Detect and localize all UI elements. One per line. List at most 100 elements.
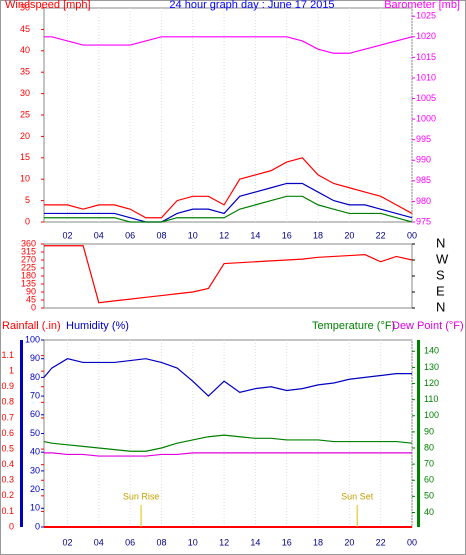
y-tick-label: 90 (30, 353, 40, 363)
y-tick-label: 0.7 (1, 412, 14, 422)
y-tick-label: 975 (416, 216, 431, 226)
y-tick-label: N (436, 299, 445, 314)
y-tick-label: 0 (31, 302, 36, 312)
y-tick-label: 0.4 (1, 459, 14, 469)
y-tick-label: 45 (26, 294, 36, 304)
y-tick-label: 1000 (416, 113, 436, 123)
y-tick-label: 980 (416, 196, 431, 206)
y-tick-label: 50 (424, 491, 434, 501)
temperature-axis-bar (417, 340, 420, 527)
x-tick-label: 20 (344, 537, 354, 547)
y-tick-label: 70 (30, 390, 40, 400)
y-axis-label: Windspeed [mph] (5, 0, 91, 11)
y-tick-label: S (436, 267, 445, 282)
y-tick-label: 120 (424, 378, 439, 388)
y-tick-label: 1005 (416, 93, 436, 103)
y-tick-label: 100 (25, 334, 40, 344)
y-tick-label: 100 (424, 410, 439, 420)
humidity-axis-bar (20, 340, 23, 527)
x-tick-label: 16 (282, 537, 292, 547)
y-tick-label: 90 (26, 286, 36, 296)
y-tick-label: 985 (416, 175, 431, 185)
x-tick-label: 20 (344, 230, 354, 240)
y-tick-label: 110 (424, 394, 438, 404)
legend-label: Rainfall (.in) (2, 320, 61, 332)
x-tick-label: 16 (282, 230, 292, 240)
y-tick-label: 1010 (416, 72, 436, 82)
y2-axis-label: Barometer [mb] (384, 0, 460, 11)
series-line (43, 358, 412, 397)
y-tick-label: 70 (424, 459, 434, 469)
x-tick-label: 02 (62, 230, 72, 240)
x-tick-label: 00 (407, 537, 417, 547)
y-tick-label: 1025 (416, 11, 436, 21)
x-tick-label: 14 (250, 230, 260, 240)
y-tick-label: 180 (21, 270, 36, 280)
y-tick-label: 0.8 (1, 397, 14, 407)
y-tick-label: 40 (20, 45, 30, 55)
y-tick-label: 0.1 (1, 506, 14, 516)
y-tick-label: 135 (21, 278, 36, 288)
series-line (44, 452, 412, 457)
x-tick-label: 06 (125, 230, 135, 240)
y-tick-label: 0 (35, 521, 40, 531)
x-tick-label: 18 (313, 537, 323, 547)
y-tick-label: 270 (21, 254, 36, 264)
y-tick-label: 5 (25, 195, 30, 205)
y-tick-label: 225 (21, 262, 36, 272)
x-tick-label: 00 (407, 230, 417, 240)
series-line (44, 182, 413, 223)
y-tick-label: 40 (30, 447, 40, 457)
series-line (44, 157, 413, 219)
annotation-text: Sun Rise (123, 491, 160, 501)
y-tick-label: 45 (20, 24, 30, 34)
y-tick-label: 30 (30, 465, 40, 475)
y-tick-label: 0 (9, 521, 14, 531)
legend-label: Dew Point (°F) (392, 320, 464, 332)
y-tick-label: 50 (30, 428, 40, 438)
y-tick-label: E (436, 283, 445, 298)
y-tick-label: 1020 (416, 31, 436, 41)
y-tick-label: 1.1 (1, 350, 14, 360)
y-tick-label: 90 (424, 426, 434, 436)
y-tick-label: 15 (20, 152, 30, 162)
annotation-text: Sun Set (341, 491, 374, 501)
x-tick-label: 14 (250, 537, 260, 547)
y-tick-label: 80 (30, 372, 40, 382)
plot-area (43, 243, 413, 309)
y-tick-label: 130 (424, 362, 439, 372)
y-tick-label: 0.9 (1, 381, 14, 391)
x-tick-label: 04 (94, 230, 104, 240)
y-tick-label: 0.3 (1, 475, 14, 485)
y-tick-label: 40 (424, 507, 434, 517)
x-tick-label: 22 (376, 230, 386, 240)
y-tick-label: 1015 (416, 52, 436, 62)
y-tick-label: 140 (424, 346, 439, 356)
x-tick-label: 04 (94, 537, 104, 547)
y-tick-label: 0.6 (1, 428, 14, 438)
x-tick-label: 12 (219, 230, 229, 240)
y-tick-label: 60 (424, 475, 434, 485)
y-tick-label: N (436, 235, 445, 250)
y-tick-label: 30 (20, 88, 30, 98)
y-tick-label: 1 (9, 366, 14, 376)
x-tick-label: 12 (219, 537, 229, 547)
y-tick-label: 315 (21, 246, 36, 256)
x-tick-label: 08 (156, 230, 166, 240)
y-tick-label: 0 (25, 216, 30, 226)
legend-label: Humidity (%) (66, 320, 129, 332)
x-tick-label: 10 (188, 230, 198, 240)
series-line (43, 434, 413, 452)
x-tick-label: 06 (125, 537, 135, 547)
y-tick-label: 35 (20, 67, 30, 77)
plot-area (43, 7, 413, 223)
x-tick-label: 08 (156, 537, 166, 547)
y-tick-label: 0.5 (1, 443, 14, 453)
y-tick-label: 10 (30, 503, 40, 513)
y-tick-label: 25 (20, 109, 30, 119)
y-tick-label: 360 (21, 238, 36, 248)
x-tick-label: 10 (188, 537, 198, 547)
y-tick-label: 990 (416, 155, 431, 165)
y-tick-label: 50 (20, 2, 30, 12)
